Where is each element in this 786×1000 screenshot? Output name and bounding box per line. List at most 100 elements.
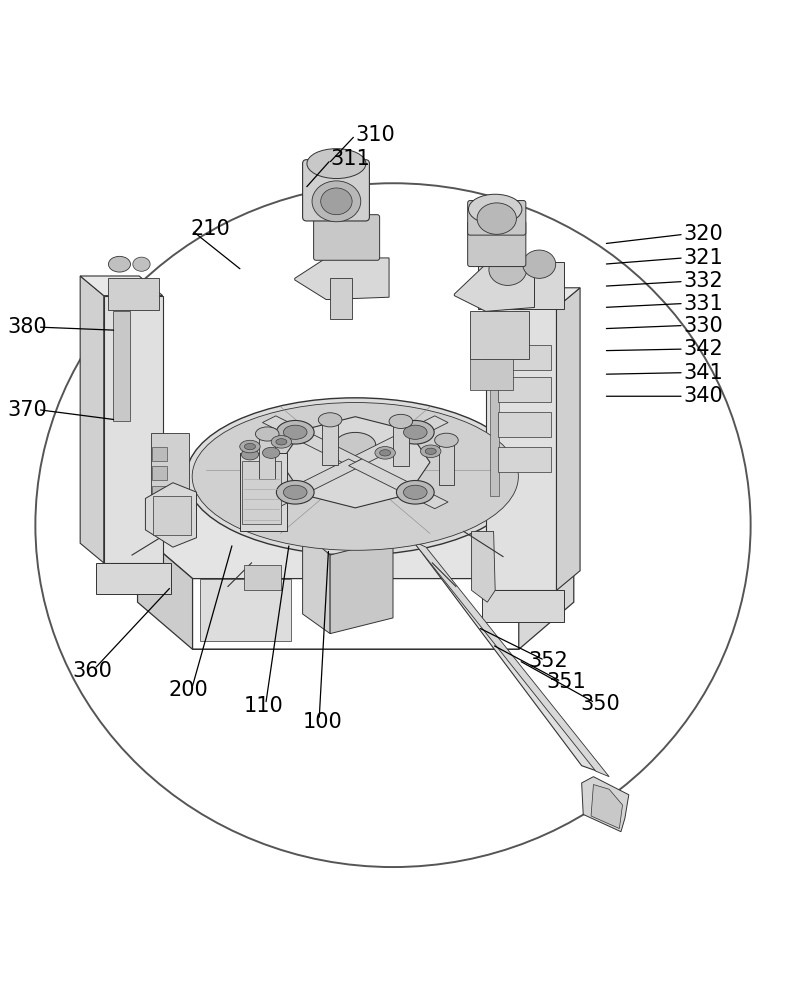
FancyBboxPatch shape	[244, 565, 281, 590]
FancyBboxPatch shape	[468, 201, 526, 235]
Ellipse shape	[108, 256, 130, 272]
Ellipse shape	[389, 414, 413, 428]
Text: 310: 310	[355, 125, 395, 145]
Polygon shape	[138, 531, 193, 649]
FancyBboxPatch shape	[490, 323, 499, 496]
Ellipse shape	[435, 433, 458, 447]
Ellipse shape	[284, 485, 307, 499]
FancyBboxPatch shape	[330, 278, 352, 319]
Ellipse shape	[396, 480, 434, 504]
Ellipse shape	[477, 203, 516, 234]
FancyBboxPatch shape	[152, 447, 167, 461]
Polygon shape	[349, 416, 448, 466]
FancyBboxPatch shape	[113, 311, 130, 421]
Text: 342: 342	[684, 339, 724, 359]
Polygon shape	[80, 276, 163, 296]
Text: 320: 320	[684, 224, 724, 244]
FancyBboxPatch shape	[153, 496, 191, 535]
Polygon shape	[413, 541, 609, 777]
Polygon shape	[454, 264, 534, 311]
Text: 321: 321	[684, 248, 724, 268]
Ellipse shape	[425, 448, 436, 454]
Text: 110: 110	[244, 696, 284, 716]
Text: 200: 200	[169, 680, 209, 700]
FancyBboxPatch shape	[470, 311, 529, 359]
Ellipse shape	[241, 449, 259, 460]
Ellipse shape	[263, 447, 280, 458]
Ellipse shape	[277, 420, 314, 444]
Ellipse shape	[192, 403, 519, 550]
Text: 311: 311	[330, 149, 370, 169]
FancyBboxPatch shape	[393, 423, 409, 466]
Ellipse shape	[403, 425, 427, 439]
Ellipse shape	[186, 398, 524, 555]
FancyBboxPatch shape	[498, 377, 551, 402]
Ellipse shape	[375, 447, 395, 459]
FancyBboxPatch shape	[242, 461, 281, 524]
Ellipse shape	[276, 439, 287, 445]
Polygon shape	[330, 539, 393, 634]
Text: 210: 210	[190, 219, 230, 239]
Polygon shape	[96, 563, 171, 594]
FancyBboxPatch shape	[322, 421, 338, 465]
Ellipse shape	[489, 254, 527, 285]
Polygon shape	[281, 417, 430, 508]
Text: 360: 360	[72, 661, 112, 681]
Text: 352: 352	[528, 651, 568, 671]
Ellipse shape	[271, 436, 292, 448]
Polygon shape	[263, 459, 362, 509]
Text: 370: 370	[8, 400, 48, 420]
Ellipse shape	[321, 188, 352, 215]
FancyBboxPatch shape	[498, 412, 551, 437]
Ellipse shape	[335, 432, 376, 458]
FancyBboxPatch shape	[498, 345, 551, 370]
Ellipse shape	[421, 445, 441, 458]
Ellipse shape	[312, 181, 361, 222]
Text: 100: 100	[303, 712, 343, 732]
FancyBboxPatch shape	[152, 466, 167, 480]
Text: 330: 330	[684, 316, 724, 336]
Ellipse shape	[277, 480, 314, 504]
FancyBboxPatch shape	[200, 579, 291, 641]
Ellipse shape	[284, 425, 307, 439]
Ellipse shape	[396, 420, 434, 444]
Text: 332: 332	[684, 271, 724, 291]
Ellipse shape	[255, 427, 279, 441]
FancyBboxPatch shape	[152, 486, 167, 500]
Polygon shape	[401, 531, 597, 771]
Polygon shape	[104, 296, 163, 563]
FancyBboxPatch shape	[498, 447, 551, 472]
Polygon shape	[486, 288, 580, 307]
FancyBboxPatch shape	[439, 442, 454, 485]
Text: 350: 350	[580, 694, 620, 714]
FancyBboxPatch shape	[468, 221, 526, 267]
Polygon shape	[193, 531, 574, 649]
Text: 380: 380	[8, 317, 47, 337]
Ellipse shape	[523, 250, 556, 278]
Polygon shape	[240, 453, 287, 531]
Polygon shape	[263, 416, 362, 466]
Polygon shape	[582, 777, 629, 832]
Polygon shape	[295, 258, 389, 300]
Ellipse shape	[133, 257, 150, 271]
Ellipse shape	[380, 450, 391, 456]
FancyBboxPatch shape	[314, 215, 380, 260]
Text: 341: 341	[684, 363, 724, 383]
FancyBboxPatch shape	[259, 436, 275, 479]
Polygon shape	[138, 484, 574, 579]
Polygon shape	[303, 531, 330, 634]
Polygon shape	[145, 483, 196, 547]
FancyBboxPatch shape	[303, 160, 369, 221]
FancyBboxPatch shape	[478, 262, 564, 309]
Polygon shape	[472, 531, 495, 602]
Ellipse shape	[244, 443, 255, 450]
FancyBboxPatch shape	[108, 278, 159, 310]
Ellipse shape	[233, 425, 477, 535]
Text: 331: 331	[684, 294, 724, 314]
Ellipse shape	[403, 485, 427, 499]
Polygon shape	[482, 590, 564, 622]
Polygon shape	[556, 288, 580, 590]
FancyBboxPatch shape	[151, 433, 189, 504]
Polygon shape	[486, 307, 556, 590]
Polygon shape	[80, 276, 104, 563]
